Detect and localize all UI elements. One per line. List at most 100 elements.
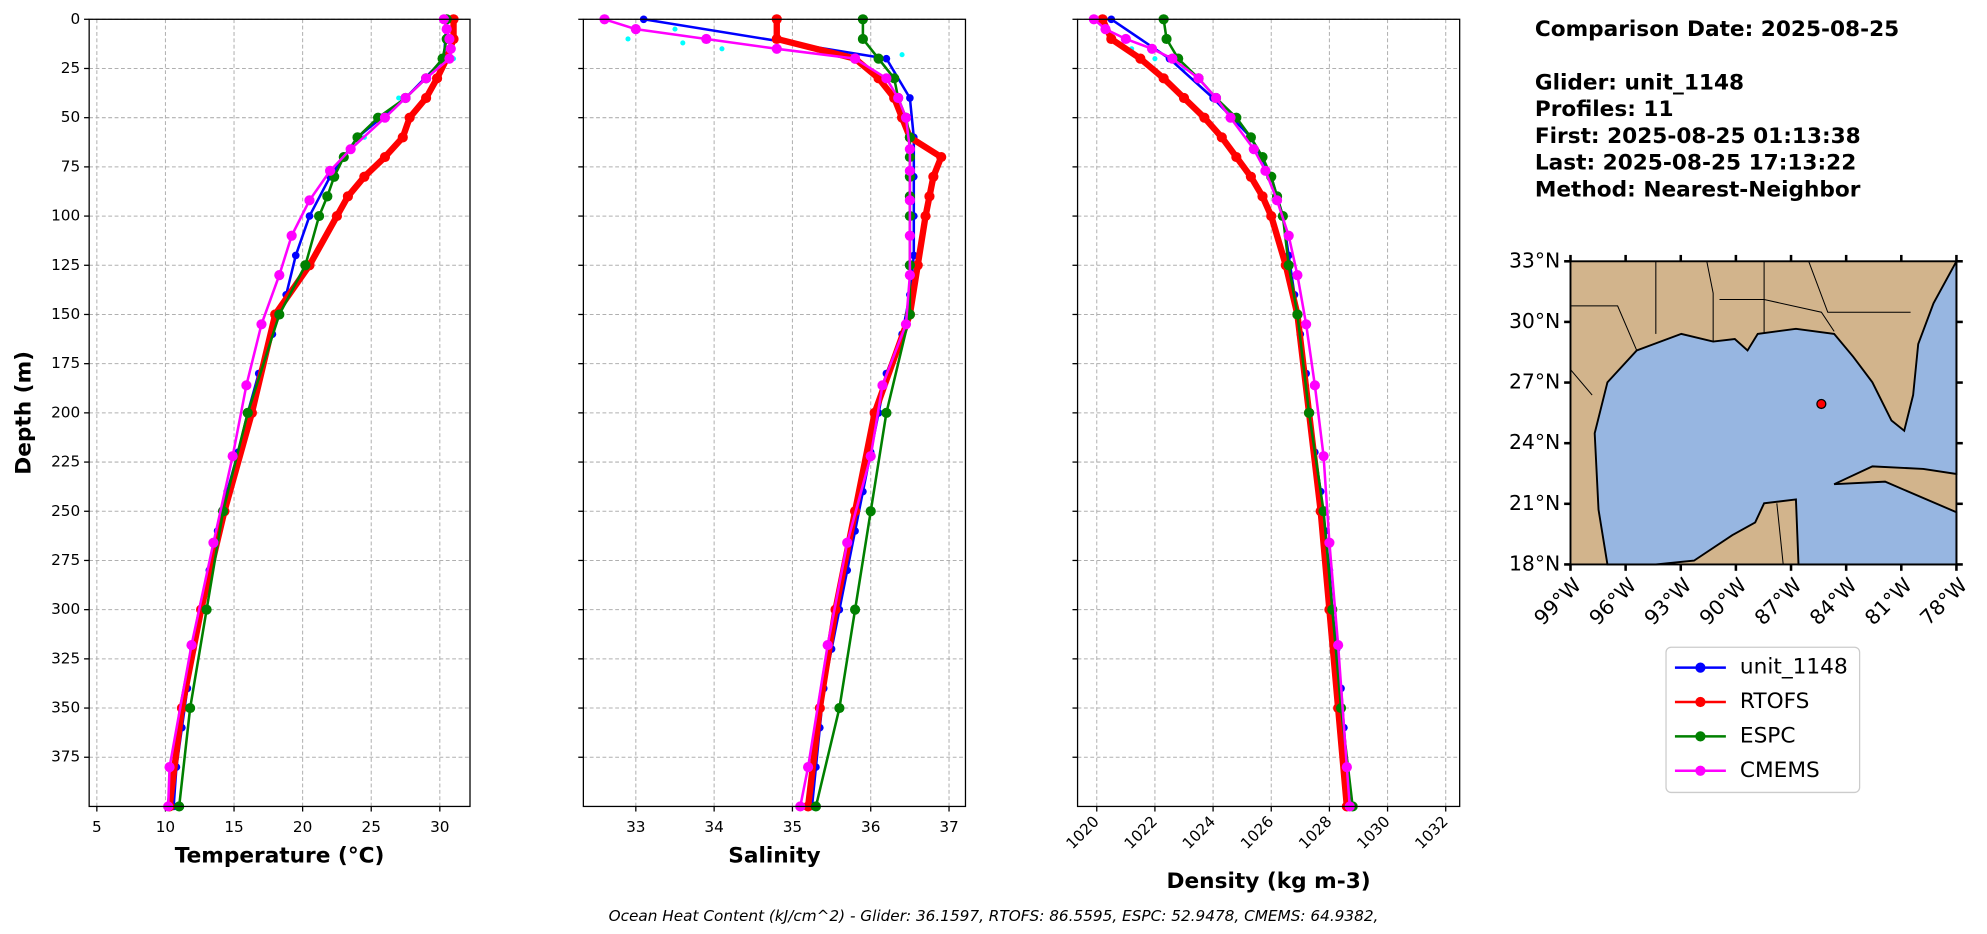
data-point <box>1146 43 1158 54</box>
y-tick-label: 175 <box>51 354 80 372</box>
y-tick-label: 50 <box>61 108 80 126</box>
data-point <box>1178 92 1190 104</box>
legend-label: unit_1148 <box>1740 655 1848 680</box>
x-tick-label: 1030 <box>1353 812 1393 852</box>
border <box>1570 305 1638 351</box>
axes-frame <box>88 18 471 808</box>
y-tick-label: 200 <box>51 403 80 421</box>
data-point <box>882 54 891 63</box>
data-point <box>379 112 391 123</box>
data-point <box>1283 230 1294 241</box>
x-tick-label: 30 <box>430 818 449 836</box>
data-point <box>331 210 343 222</box>
data-point <box>1257 191 1268 202</box>
y-tick-label: 225 <box>51 453 80 471</box>
info-line: Profiles: 11 <box>1535 97 1674 122</box>
data-point <box>313 210 325 222</box>
info-line: Last: 2025-08-25 17:13:22 <box>1535 151 1856 176</box>
y-tick-label: 24°N <box>1509 430 1560 454</box>
y-tick-label: 27°N <box>1509 370 1560 394</box>
data-point <box>1210 92 1222 104</box>
x-tick-label: 33 <box>626 818 645 836</box>
data-point <box>771 33 782 45</box>
data-point <box>444 33 455 45</box>
info-line: Comparison Date: 2025-08-25 <box>1535 17 1899 42</box>
data-point <box>906 94 914 102</box>
x-tick-label: 10 <box>156 818 175 836</box>
data-point <box>1303 407 1315 418</box>
data-point <box>857 33 868 45</box>
legend-box <box>1665 646 1861 794</box>
data-point <box>924 191 935 202</box>
footer-note: Ocean Heat Content (kJ/cm^2) - Glider: 3… <box>609 907 1379 925</box>
info-line: First: 2025-08-25 01:13:38 <box>1535 124 1861 149</box>
data-point <box>1301 319 1312 330</box>
y-tick-label: 325 <box>51 649 80 667</box>
data-point <box>701 33 712 45</box>
y-tick-label: 100 <box>51 207 80 225</box>
data-point <box>865 451 876 462</box>
x-tick-label: 87°W <box>1750 573 1807 630</box>
x-tick-label: 1020 <box>1063 812 1103 852</box>
legend-label: CMEMS <box>1740 758 1820 783</box>
data-point <box>256 319 267 330</box>
x-tick-label: 15 <box>224 818 243 836</box>
data-point <box>900 112 912 123</box>
x-tick-label: 1026 <box>1237 812 1277 852</box>
x-tick-label: 20 <box>293 818 312 836</box>
data-point <box>1335 702 1347 714</box>
y-tick-label: 21°N <box>1509 491 1560 515</box>
data-point <box>842 537 853 548</box>
data-point <box>1324 537 1335 548</box>
y-axis-label: Depth (m) <box>12 351 37 475</box>
data-point <box>304 195 315 206</box>
data-point <box>274 309 285 320</box>
x-tick-label: 1032 <box>1412 812 1452 852</box>
data-point <box>359 171 370 182</box>
legend-marker <box>1695 662 1706 673</box>
x-tick-label: 1028 <box>1295 812 1335 852</box>
data-point <box>286 230 297 241</box>
data-point <box>441 24 452 35</box>
glider-location <box>1816 398 1827 410</box>
x-tick-label: 25 <box>362 818 381 836</box>
data-point <box>1333 639 1344 651</box>
data-point <box>1161 33 1172 45</box>
border <box>1808 261 1911 313</box>
data-point <box>1309 380 1320 391</box>
legend-marker <box>1695 696 1706 708</box>
x-tick-label: 81°W <box>1860 573 1917 630</box>
data-point <box>400 92 411 104</box>
x-tick-label: 90°W <box>1695 573 1752 630</box>
data-point <box>625 36 631 42</box>
data-point <box>1292 270 1303 281</box>
legend-marker <box>1695 731 1706 742</box>
data-point <box>1245 171 1256 182</box>
x-axis-label: Temperature (°C) <box>175 843 385 868</box>
x-axis-label: Density (kg m-3) <box>1167 869 1371 894</box>
data-point <box>1248 144 1259 155</box>
data-point <box>1292 309 1303 320</box>
data-point <box>345 144 356 155</box>
data-point <box>242 407 253 418</box>
border <box>1719 298 1835 332</box>
legend-label: RTOFS <box>1740 689 1810 714</box>
y-tick-label: 350 <box>51 699 80 717</box>
data-point <box>900 319 912 330</box>
data-point <box>1231 151 1242 163</box>
data-point <box>421 73 432 84</box>
data-point <box>300 260 311 271</box>
data-point <box>305 212 314 220</box>
data-point <box>1260 165 1271 176</box>
x-axis-label: Salinity <box>728 843 820 868</box>
info-line: Glider: unit_1148 <box>1535 70 1744 95</box>
x-tick-label: 34 <box>704 818 723 836</box>
y-tick-label: 275 <box>51 551 80 569</box>
data-point <box>936 151 947 163</box>
map-frame <box>1569 260 1958 566</box>
data-point <box>802 761 814 773</box>
data-point <box>877 380 888 391</box>
data-point <box>1341 761 1352 773</box>
legend-label: ESPC <box>1740 723 1796 748</box>
